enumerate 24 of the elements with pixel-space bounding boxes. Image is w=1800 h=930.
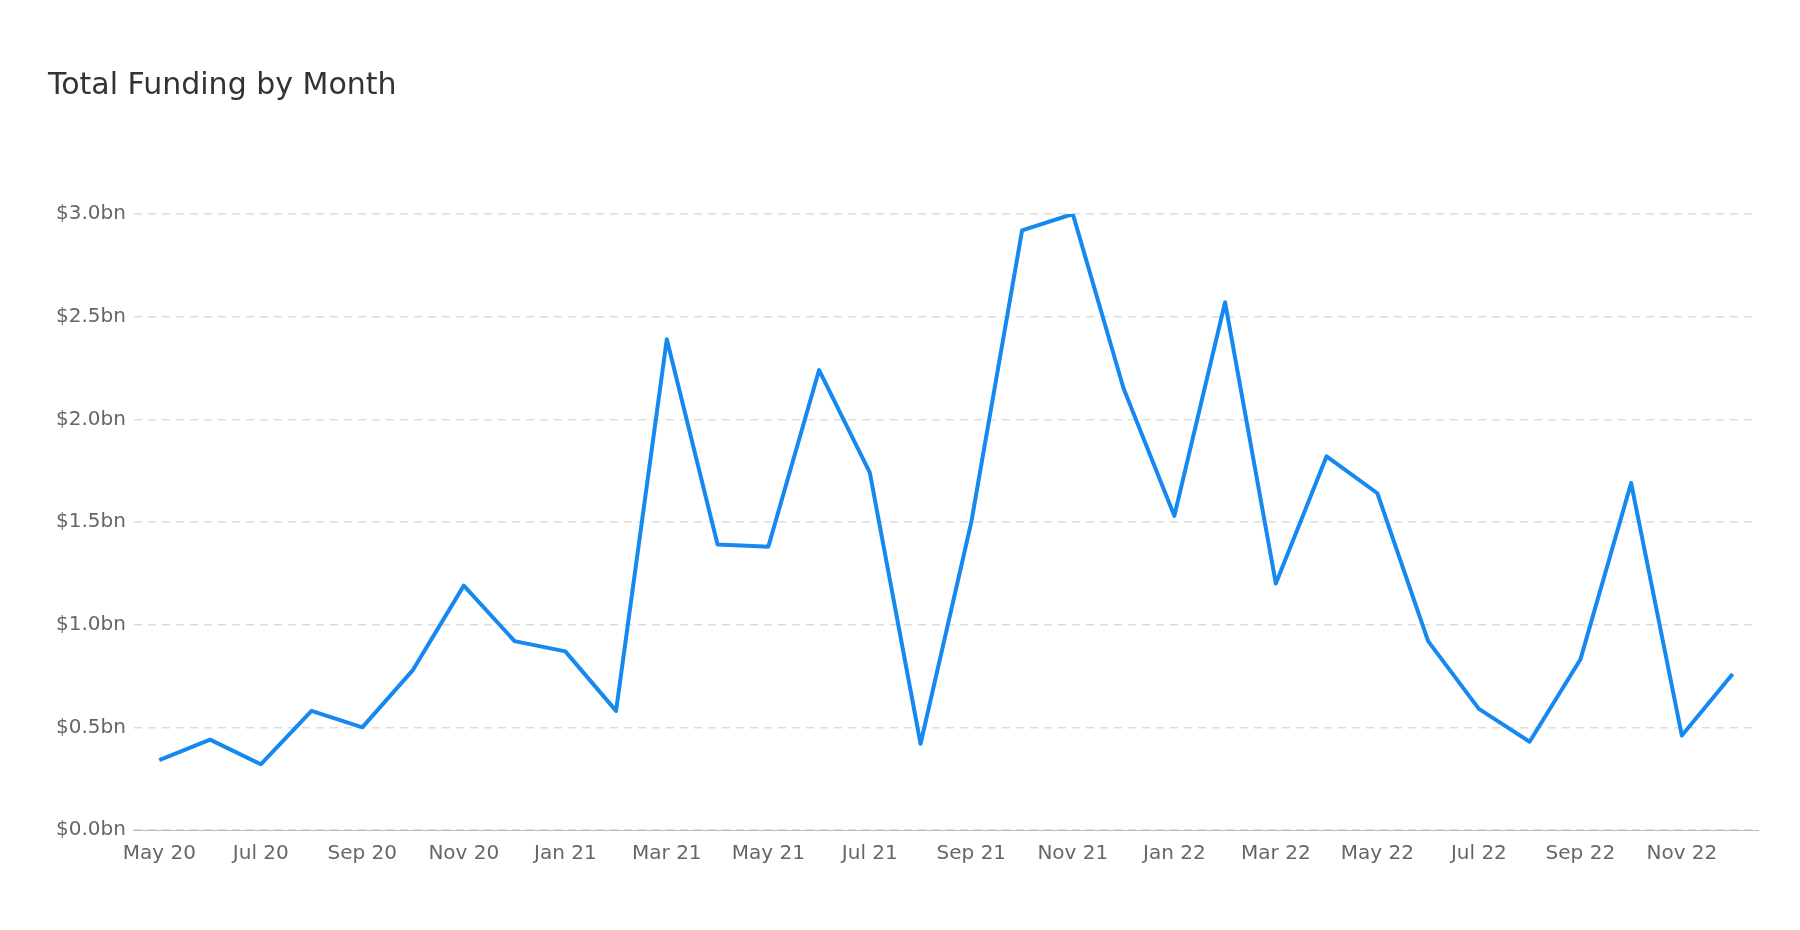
x-tick-label: Jan 22 bbox=[1141, 840, 1206, 865]
y-tick-label: $2.0bn bbox=[56, 405, 126, 430]
x-tick-label: Sep 20 bbox=[327, 840, 398, 865]
y-tick-label: $0.0bn bbox=[56, 816, 126, 841]
y-tick-label: $3.0bn bbox=[56, 200, 126, 225]
x-tick-label: Sep 22 bbox=[1545, 840, 1616, 865]
x-tick-label: May 22 bbox=[1340, 840, 1414, 865]
x-tick-label: Jul 21 bbox=[839, 840, 898, 865]
x-tick-label: Nov 21 bbox=[1037, 840, 1109, 865]
x-tick-label: Jan 21 bbox=[531, 840, 597, 865]
x-tick-label: May 20 bbox=[122, 840, 196, 865]
x-tick-label: Jul 22 bbox=[1448, 840, 1507, 865]
y-tick-label: $2.5bn bbox=[56, 302, 126, 327]
y-tick-label: $1.0bn bbox=[56, 610, 126, 635]
x-tick-label: Mar 22 bbox=[1241, 840, 1311, 865]
x-tick-label: Nov 20 bbox=[428, 840, 500, 865]
x-tick-label: Nov 22 bbox=[1646, 840, 1718, 865]
y-tick-label: $1.5bn bbox=[56, 508, 126, 533]
y-tick-label: $0.5bn bbox=[56, 713, 126, 738]
x-tick-label: Sep 21 bbox=[936, 840, 1007, 865]
chart-title: Total Funding by Month bbox=[47, 65, 397, 101]
x-tick-label: Mar 21 bbox=[632, 840, 702, 865]
x-tick-label: May 21 bbox=[731, 840, 805, 865]
x-tick-label: Jul 20 bbox=[230, 840, 289, 865]
